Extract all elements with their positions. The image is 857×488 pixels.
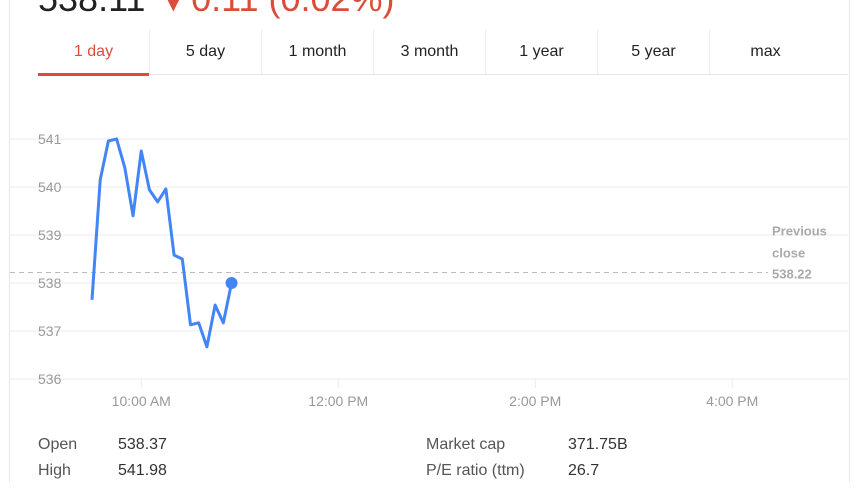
pe-ratio-value: 26.7 bbox=[568, 462, 600, 479]
previous-close-label: Previous bbox=[772, 223, 827, 238]
y-tick-label: 539 bbox=[38, 227, 62, 243]
tab-1-day[interactable]: 1 day bbox=[38, 30, 150, 76]
pe-ratio-label: P/E ratio (ttm) bbox=[426, 462, 525, 479]
previous-close-value: 538.22 bbox=[772, 266, 812, 281]
price-header: 538.11 ▼0.11 (0.02%) bbox=[38, 0, 395, 20]
current-price-point bbox=[225, 277, 238, 289]
y-tick-label: 537 bbox=[38, 323, 62, 339]
tab-5-day[interactable]: 5 day bbox=[150, 30, 262, 74]
stats-right: Market cap 371.75B P/E ratio (ttm) 26.7 bbox=[426, 436, 628, 488]
market-cap-value: 371.75B bbox=[568, 436, 628, 453]
tab-3-month[interactable]: 3 month bbox=[374, 30, 486, 74]
range-tabs: 1 day 5 day 1 month 3 month 1 year 5 yea… bbox=[38, 30, 848, 76]
x-tick-label: 4:00 PM bbox=[706, 393, 758, 409]
y-tick-label: 536 bbox=[38, 371, 62, 387]
x-tick-label: 2:00 PM bbox=[509, 393, 561, 409]
y-tick-label: 541 bbox=[38, 131, 62, 147]
open-label: Open bbox=[38, 436, 78, 453]
price-line bbox=[90, 137, 234, 349]
current-price: 538.11 bbox=[38, 0, 145, 19]
y-tick-label: 538 bbox=[38, 275, 62, 291]
high-value: 541.98 bbox=[118, 462, 167, 479]
tab-5-year[interactable]: 5 year bbox=[598, 30, 710, 74]
x-tick-label: 10:00 AM bbox=[112, 393, 171, 409]
stock-card bbox=[9, 0, 850, 482]
stats-left: Open 538.37 High 541.98 bbox=[38, 436, 167, 488]
open-value: 538.37 bbox=[118, 436, 167, 453]
high-label: High bbox=[38, 462, 71, 479]
tab-max[interactable]: max bbox=[750, 43, 781, 60]
x-tick-label: 12:00 PM bbox=[308, 393, 368, 409]
tab-1-year[interactable]: 1 year bbox=[486, 30, 598, 74]
price-change: ▼0.11 (0.02%) bbox=[155, 0, 394, 19]
tab-1-month[interactable]: 1 month bbox=[262, 30, 374, 74]
previous-close-label: close bbox=[772, 245, 805, 260]
y-tick-label: 540 bbox=[38, 179, 62, 195]
market-cap-label: Market cap bbox=[426, 436, 506, 453]
